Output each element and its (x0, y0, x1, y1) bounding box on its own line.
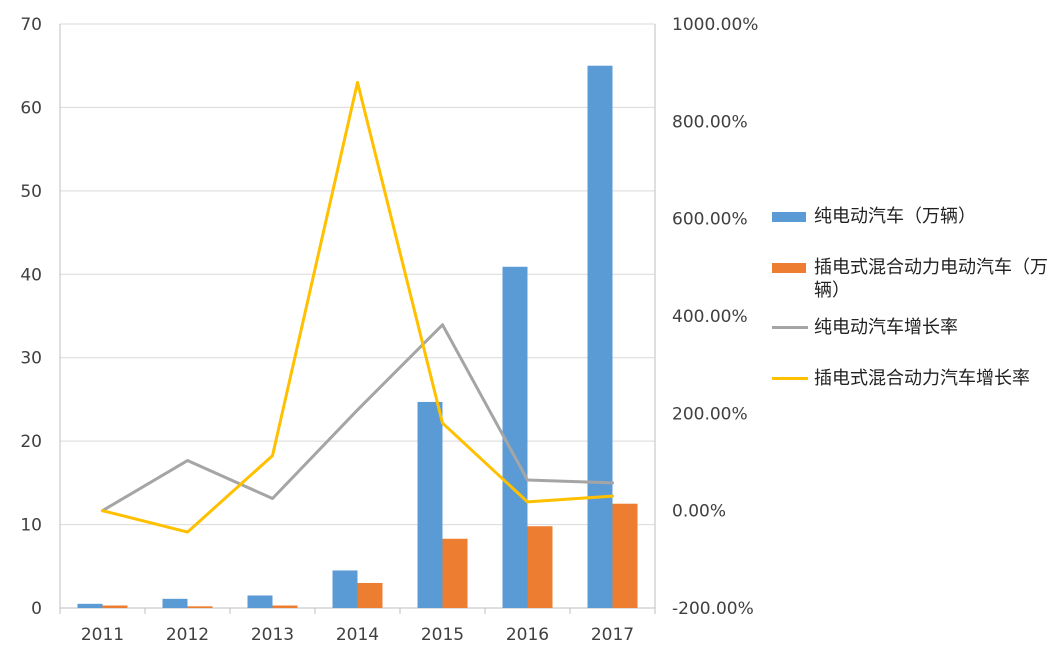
axes (59, 24, 656, 614)
left-axis-tick-label: 10 (20, 516, 42, 536)
legend-swatch-phev-growth (772, 377, 808, 380)
x-axis-tick-label: 2016 (506, 625, 549, 645)
bar-phev-count (102, 605, 128, 608)
left-axis-tick-label: 50 (20, 182, 42, 202)
x-axis-tick-label: 2011 (81, 625, 124, 645)
legend: 纯电动汽车（万辆） 插电式混合动力电动汽车（万辆） 纯电动汽车增长率 插电式混合… (772, 205, 1057, 404)
legend-swatch-bev-count (772, 211, 806, 222)
legend-label-bev-growth: 纯电动汽车增长率 (814, 317, 958, 338)
bars (77, 65, 638, 608)
bar-bev-count (77, 603, 103, 608)
bar-bev-count (162, 598, 188, 608)
legend-item-phev-growth: 插电式混合动力汽车增长率 (772, 367, 1057, 390)
growth-lines (101, 80, 614, 534)
line-phev-growth (101, 80, 614, 534)
left-axis-tick-label: 30 (20, 349, 42, 369)
legend-label-phev-growth: 插电式混合动力汽车增长率 (814, 368, 1030, 389)
legend-item-bev-growth: 纯电动汽车增长率 (772, 316, 1057, 339)
legend-item-phev-count: 插电式混合动力电动汽车（万辆） (772, 256, 1057, 302)
left-axis-tick-label: 0 (31, 599, 42, 619)
x-axis-tick-label: 2014 (336, 625, 379, 645)
left-axis-tick-label: 40 (20, 265, 42, 285)
right-axis-tick-label: 600.00% (672, 210, 748, 230)
bar-bev-count (587, 65, 613, 608)
bar-bev-count (417, 401, 443, 608)
right-axis-tick-label: 0.00% (672, 502, 726, 522)
gridlines (60, 23, 655, 526)
right-axis-tick-label: 800.00% (672, 112, 748, 132)
right-axis-tick-labels: -200.00% 0.00% 200.00% 400.00% 600.00% 800.00… (672, 15, 758, 619)
bar-bev-count (247, 595, 273, 608)
legend-label-phev-count: 插电式混合动力电动汽车（万辆） (814, 257, 1048, 301)
x-axis-tick-labels: 2011 2012 2013 2014 2015 2016 2017 (81, 625, 634, 645)
bar-phev-count (612, 503, 638, 608)
bar-phev-count (527, 526, 553, 608)
left-axis-tick-label: 60 (20, 98, 42, 118)
left-axis-tick-labels: 0 10 20 30 40 50 60 70 (20, 15, 42, 619)
legend-swatch-bev-growth (772, 326, 808, 329)
right-axis-tick-label: 400.00% (672, 307, 748, 327)
legend-label-bev-count: 纯电动汽车（万辆） (814, 206, 976, 227)
line-bev-growth (101, 323, 614, 513)
x-axis-tick-label: 2015 (421, 625, 464, 645)
legend-item-bev-count: 纯电动汽车（万辆） (772, 205, 1057, 228)
left-axis-tick-label: 70 (20, 15, 42, 35)
right-axis-tick-label: -200.00% (672, 599, 754, 619)
bar-phev-count (442, 538, 468, 608)
right-axis-tick-label: 1000.00% (672, 15, 758, 35)
legend-swatch-phev-count (772, 262, 806, 273)
bar-phev-count (272, 605, 298, 608)
x-axis-tick-label: 2017 (591, 625, 634, 645)
x-axis-tick-label: 2013 (251, 625, 294, 645)
x-axis-tick-label: 2012 (166, 625, 209, 645)
bar-bev-count (332, 570, 358, 608)
right-axis-tick-label: 200.00% (672, 404, 748, 424)
bar-phev-count (357, 582, 383, 608)
bar-phev-count (187, 606, 213, 608)
left-axis-tick-label: 20 (20, 432, 42, 452)
bar-bev-count (502, 266, 528, 608)
